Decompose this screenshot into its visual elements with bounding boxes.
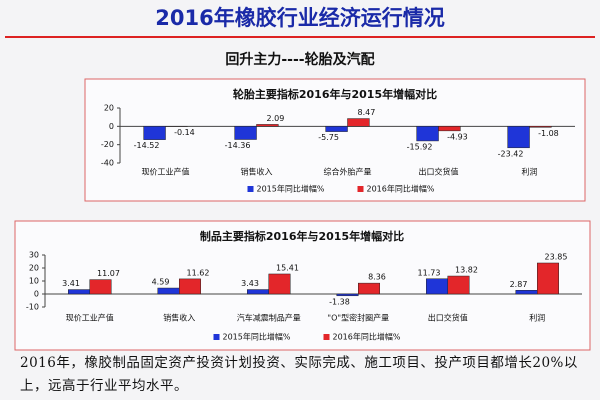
chart-title: 轮胎主要指标2016年与2015年增幅对比 (233, 87, 437, 101)
value-label: -1.08 (538, 129, 559, 138)
slide-title: 2016年橡胶行业经济运行情况 (155, 6, 444, 30)
y-tick-label: -20 (101, 140, 114, 149)
value-label: -4.93 (447, 132, 468, 141)
legend-label: 2016年同比增幅% (367, 184, 435, 194)
x-tick-label: 现价工业产值 (66, 313, 114, 323)
value-label: 4.59 (152, 278, 170, 287)
legend-swatch (213, 334, 220, 340)
bar (268, 273, 291, 295)
legend-swatch (357, 186, 364, 192)
value-label: 15.41 (276, 263, 299, 272)
bar (416, 126, 439, 142)
subtitle: 回升主力----轮胎及汽配 (225, 51, 374, 68)
value-label: 2.09 (267, 114, 285, 123)
chart-title: 制品主要指标2016年与2015年增幅对比 (200, 229, 404, 243)
value-label: 11.73 (418, 268, 441, 277)
bar (529, 126, 552, 128)
value-label: 8.36 (368, 273, 386, 282)
chart-frame (84, 78, 586, 202)
x-tick-label: 出口交货值 (419, 167, 459, 177)
bar (537, 262, 559, 295)
x-tick-label: 利润 (522, 167, 538, 177)
bar (438, 126, 461, 132)
value-label: -15.92 (407, 142, 433, 151)
bar (256, 124, 279, 127)
y-tick-label: 10 (29, 277, 39, 286)
bar (426, 278, 448, 295)
x-tick-label: 汽车减震制品产量 (237, 313, 301, 323)
value-label: 3.43 (241, 279, 259, 288)
y-tick-label: -40 (101, 159, 114, 168)
footer-text: 2016年，橡胶制品固定资产投资计划投资、实际完成、施工项目、投产项目都增长20… (20, 355, 578, 394)
bar (143, 126, 166, 140)
bar (179, 278, 201, 295)
bar (507, 126, 530, 149)
legend-label: 2015年同比增幅% (257, 184, 325, 194)
value-label: -0.14 (174, 128, 195, 137)
bar (325, 126, 348, 132)
y-tick-label: 20 (104, 104, 114, 113)
value-label: -1.38 (329, 297, 350, 306)
value-label: 2.87 (510, 280, 528, 289)
bar (447, 275, 470, 295)
bar (358, 282, 380, 295)
value-label: 8.47 (358, 108, 376, 117)
bar (515, 290, 538, 295)
legend-label: 2015年同比增幅% (223, 332, 291, 342)
y-tick-label: 20 (29, 264, 39, 273)
x-tick-label: 出口交货值 (428, 313, 468, 323)
bar (89, 279, 112, 295)
legend-swatch (323, 334, 330, 340)
bar (347, 118, 370, 127)
footer-box: 2016年，橡胶制品固定资产投资计划投资、实际完成、施工项目、投产项目都增长20… (20, 355, 578, 394)
bar (336, 293, 359, 297)
value-label: 11.62 (187, 268, 210, 277)
bar (247, 289, 270, 295)
x-tick-label: 现价工业产值 (142, 167, 190, 177)
x-tick-label: 销售收入 (163, 313, 195, 323)
bar (157, 287, 180, 295)
value-label: -23.42 (498, 149, 524, 158)
bar (234, 126, 257, 140)
value-label: -5.75 (318, 133, 339, 142)
x-tick-label: 销售收入 (241, 167, 273, 177)
bar (68, 289, 90, 295)
x-tick-label: "O"型密封圈产量 (327, 313, 389, 323)
value-label: 3.41 (62, 279, 80, 288)
value-label: 11.07 (97, 269, 120, 278)
y-tick-label: 0 (34, 290, 39, 299)
x-tick-label: 综合外胎产量 (324, 167, 372, 177)
y-tick-label: 0 (109, 122, 114, 131)
legend-label: 2016年同比增幅% (333, 332, 401, 342)
value-label: 13.82 (455, 266, 478, 275)
value-label: -14.52 (134, 141, 160, 150)
value-label: 23.85 (545, 252, 568, 261)
y-tick-label: -10 (26, 303, 39, 312)
y-tick-label: 30 (29, 251, 39, 260)
value-label: -14.36 (225, 141, 251, 150)
legend-swatch (247, 186, 254, 192)
x-tick-label: 利润 (529, 313, 545, 323)
